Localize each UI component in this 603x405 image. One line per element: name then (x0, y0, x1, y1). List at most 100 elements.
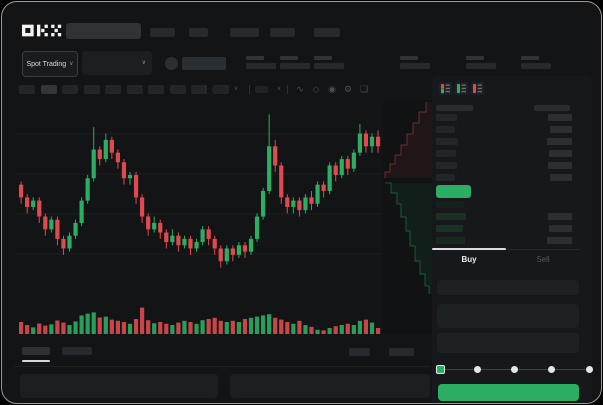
timeframe-button[interactable] (191, 85, 207, 94)
buy-button[interactable] (438, 384, 579, 401)
settings-gear-icon[interactable]: ⚙ (343, 84, 353, 94)
bottom-action-placeholder[interactable] (389, 348, 414, 356)
pair-selector-dropdown[interactable]: ∨ (82, 51, 152, 75)
candle-body (194, 242, 199, 249)
timeframe-button[interactable] (169, 85, 186, 94)
nav-item-placeholder[interactable] (270, 28, 295, 37)
bottom-action-placeholder[interactable] (349, 348, 370, 356)
spot-trading-dropdown[interactable]: Spot Trading ∨ (22, 51, 78, 77)
nav-item-placeholder[interactable] (150, 28, 175, 37)
fullscreen-icon[interactable]: ❏ (359, 84, 369, 94)
toolbar-divider (249, 85, 250, 94)
volume-bar (267, 314, 272, 334)
bid-row-amount[interactable] (549, 225, 572, 232)
timeframe-button[interactable] (148, 85, 164, 94)
bid-row-price[interactable] (436, 213, 466, 220)
line-tool-icon[interactable]: ∿ (296, 84, 304, 94)
ask-row-amount[interactable] (550, 126, 572, 133)
camera-icon[interactable]: ◉ (328, 84, 336, 94)
timeframe-button[interactable] (40, 85, 57, 94)
active-tab-indicator (432, 248, 506, 250)
candle-body (212, 238, 217, 249)
ask-row-price[interactable] (436, 150, 456, 157)
bid-row-price[interactable] (436, 237, 465, 244)
candle-body (303, 197, 308, 211)
candle-body (158, 222, 163, 233)
ask-row-amount[interactable] (548, 114, 572, 121)
book-combined-icon[interactable] (439, 82, 452, 95)
indicator-dropdown[interactable] (212, 86, 225, 93)
timeframe-button[interactable] (105, 85, 121, 94)
draw-tool-icon[interactable]: ◇ (312, 84, 320, 94)
volume-bar (55, 320, 60, 334)
ask-row-amount[interactable] (549, 150, 572, 157)
chevron-down-icon[interactable]: ∨ (233, 86, 239, 92)
bottom-tab-history[interactable] (62, 347, 92, 355)
candle-body (309, 197, 314, 204)
volume-bar (309, 326, 314, 334)
ask-row-price[interactable] (436, 138, 458, 145)
slider-stop-dot[interactable] (511, 366, 518, 373)
ask-row-amount[interactable] (550, 174, 572, 181)
bottom-panel-right (230, 374, 430, 398)
ask-row-amount[interactable] (548, 162, 572, 169)
volume-bar (297, 320, 302, 334)
volume-bar (339, 325, 344, 334)
volume-bar (43, 325, 48, 334)
timeframe-button[interactable] (83, 85, 100, 94)
coin-avatar[interactable] (165, 57, 178, 70)
book-asks-only-icon[interactable] (471, 82, 484, 95)
candle-body (55, 219, 60, 239)
volume-bar (37, 323, 42, 334)
ask-row-price[interactable] (436, 162, 457, 169)
nav-item-placeholder[interactable] (230, 28, 259, 37)
volume-bar (79, 315, 84, 334)
candle-body (31, 200, 36, 207)
slider-stop-dot[interactable] (548, 366, 556, 373)
candle-body (182, 238, 187, 246)
nav-item-placeholder[interactable] (189, 28, 208, 37)
okx-logo[interactable] (22, 24, 62, 37)
chevron-down-icon[interactable]: ∨ (276, 86, 282, 92)
candle-body (230, 248, 235, 255)
amount-input[interactable] (437, 304, 579, 328)
ask-row-price[interactable] (436, 126, 455, 133)
bid-row-price[interactable] (436, 225, 463, 232)
bottom-tab-open-orders[interactable] (22, 347, 50, 355)
candle-body (291, 200, 296, 207)
candle-body (351, 152, 356, 169)
volume-bar (212, 317, 217, 334)
volume-bar (285, 322, 290, 334)
tab-sell[interactable]: Sell (506, 255, 580, 264)
stat-value-placeholder (246, 63, 276, 69)
slider-handle[interactable] (435, 365, 445, 374)
slider-stop-dot[interactable] (585, 366, 593, 373)
volume-bar (200, 320, 205, 334)
bid-row-amount[interactable] (547, 237, 572, 244)
price-input[interactable] (437, 280, 579, 295)
candle-body (37, 200, 42, 217)
ask-row-price[interactable] (436, 174, 455, 181)
candle-body (25, 197, 30, 207)
book-bids-only-icon[interactable] (455, 82, 468, 95)
timeframe-button[interactable] (62, 85, 78, 94)
chart-style-dropdown[interactable] (255, 86, 268, 93)
stat-label-placeholder (400, 56, 418, 60)
slider-stop-dot[interactable] (473, 366, 481, 373)
tab-buy[interactable]: Buy (432, 255, 506, 264)
volume-bar (248, 317, 254, 334)
candle-body (273, 146, 278, 166)
timeframe-button[interactable] (19, 85, 35, 94)
bid-row-amount[interactable] (548, 213, 572, 220)
total-input[interactable] (437, 333, 579, 353)
orderbook-last-price[interactable] (436, 185, 471, 198)
orderbook-amount-header (534, 105, 570, 111)
ask-row-price[interactable] (436, 114, 457, 121)
search-input[interactable] (66, 23, 141, 39)
ask-row-amount[interactable] (547, 138, 572, 145)
bid-row-price[interactable] (436, 201, 464, 208)
stat-value-placeholder (521, 63, 551, 69)
nav-item-placeholder[interactable] (314, 28, 340, 37)
timeframe-button[interactable] (126, 85, 143, 94)
volume-bar (363, 319, 369, 334)
